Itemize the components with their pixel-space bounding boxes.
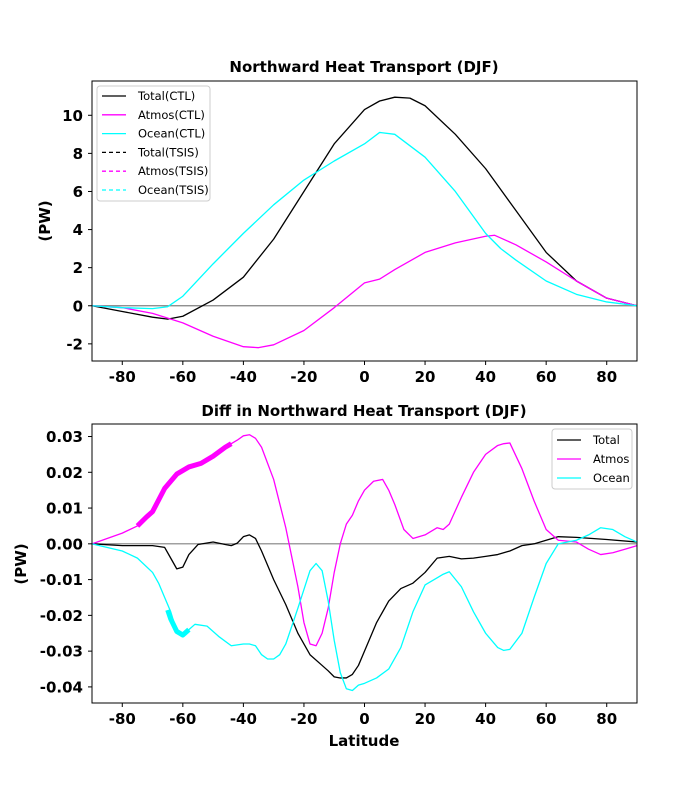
bottom-series-ocean: [91, 527, 638, 692]
top-legend-label-atmos-tsis: Atmos(TSIS): [138, 164, 208, 178]
bottom-x-tick-label: 80: [596, 710, 617, 728]
top-y-tick-label: 2: [73, 259, 83, 277]
top-x-tick-label: -40: [230, 368, 257, 386]
bottom-series-lines: [91, 434, 638, 692]
bottom-x-axis-label: Latitude: [329, 732, 400, 750]
top-legend-label-ocean-ctl: Ocean(CTL): [138, 127, 205, 141]
bottom-y-tick-label: 0.03: [46, 428, 83, 446]
top-series-ocean-ctl: [91, 131, 638, 310]
top-chart-title: Northward Heat Transport (DJF): [229, 58, 498, 76]
top-series-lines: [91, 96, 638, 349]
bottom-y-axis-label: (PW): [12, 543, 30, 584]
top-x-tick-label: -20: [290, 368, 317, 386]
top-x-tick-label: 60: [536, 368, 557, 386]
bottom-y-tick-label: -0.04: [40, 678, 83, 696]
top-x-tick-label: 20: [415, 368, 436, 386]
bottom-y-tick-label: 0.00: [46, 535, 83, 553]
top-x-ticks: -80 -60 -40 -20 0 20 40 60 80: [109, 361, 617, 386]
bottom-x-ticks: -80 -60 -40 -20 0 20 40 60 80: [109, 703, 617, 728]
top-y-axis-label: (PW): [36, 200, 54, 241]
bottom-y-tick-label: 0.02: [46, 464, 83, 482]
bottom-legend-label-atmos: Atmos: [593, 452, 629, 466]
top-legend-label-total-ctl: Total(CTL): [137, 89, 195, 103]
top-y-tick-label: 4: [73, 221, 83, 239]
bottom-y-tick-label: 0.01: [46, 500, 83, 518]
top-y-tick-label: 0: [73, 297, 83, 315]
top-y-tick-label: 6: [73, 183, 83, 201]
top-x-tick-label: 40: [475, 368, 496, 386]
bottom-series-total: [91, 534, 638, 679]
bottom-x-tick-label: -60: [169, 710, 196, 728]
top-series-atmos-ctl: [91, 234, 638, 349]
top-legend: Total(CTL) Atmos(CTL) Ocean(CTL) Total(TSIS…: [96, 85, 211, 202]
bottom-highlight-atmos: [135, 441, 233, 528]
bottom-x-tick-label: -40: [230, 710, 257, 728]
top-y-tick-label: 8: [73, 145, 83, 163]
bottom-x-tick-label: -80: [109, 710, 136, 728]
top-legend-label-ocean-tsis: Ocean(TSIS): [138, 183, 209, 197]
top-legend-label-atmos-ctl: Atmos(CTL): [138, 108, 205, 122]
bottom-legend-box: [551, 428, 633, 490]
bottom-x-tick-label: 0: [359, 710, 369, 728]
bottom-y-tick-label: -0.02: [40, 607, 83, 625]
top-x-tick-label: 80: [596, 368, 617, 386]
bottom-y-tick-label: -0.01: [40, 571, 83, 589]
top-series-total-ctl: [91, 96, 638, 320]
top-x-tick-label: -80: [109, 368, 136, 386]
top-panel: Northward Heat Transport (DJF) -80 -60 -40…: [36, 58, 638, 386]
bottom-highlight-ocean: [165, 609, 191, 638]
bottom-y-tick-label: -0.03: [40, 643, 83, 661]
top-legend-label-total-tsis: Total(TSIS): [137, 145, 199, 159]
bottom-y-ticks: 0.03 0.02 0.01 0.00 -0.01 -0.02 -0.03 -0.04: [40, 428, 92, 696]
bottom-legend: Total Atmos Ocean: [551, 428, 633, 490]
bottom-legend-label-total: Total: [592, 433, 620, 447]
bottom-x-tick-label: 60: [536, 710, 557, 728]
top-x-tick-label: -60: [169, 368, 196, 386]
top-x-tick-label: 0: [359, 368, 369, 386]
bottom-x-tick-label: 20: [415, 710, 436, 728]
top-y-tick-label: 10: [62, 107, 83, 125]
bottom-x-tick-label: 40: [475, 710, 496, 728]
bottom-chart-title: Diff in Northward Heat Transport (DJF): [201, 402, 526, 420]
bottom-legend-label-ocean: Ocean: [593, 471, 630, 485]
bottom-panel: Diff in Northward Heat Transport (DJF) -…: [12, 402, 638, 750]
top-y-ticks: -2 0 2 4 6 8 10: [62, 107, 92, 353]
bottom-x-tick-label: -20: [290, 710, 317, 728]
top-y-tick-label: -2: [66, 335, 83, 353]
